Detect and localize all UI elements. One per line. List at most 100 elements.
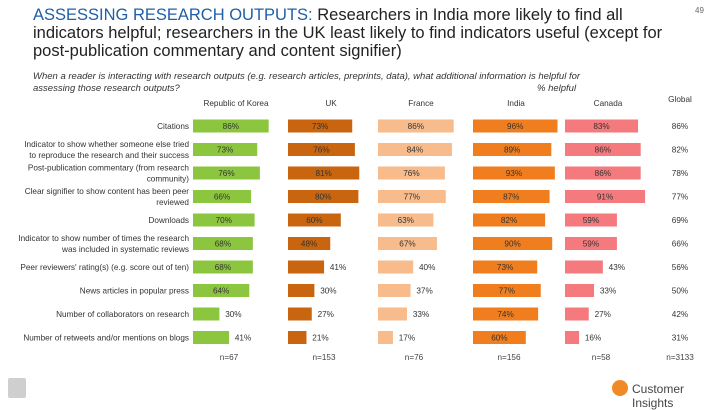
bar-uk-3 [288, 166, 360, 180]
bar-uk-8 [288, 284, 315, 297]
series-header-global: Global [668, 95, 692, 104]
data-label-india-10: 60% [491, 334, 507, 343]
bar-india-10 [473, 331, 526, 344]
data-label-canada-9: 27% [595, 310, 611, 319]
data-label-republic-of-korea-10: 41% [235, 334, 251, 343]
data-label-india-5: 82% [501, 216, 517, 225]
page-title: ASSESSING RESEARCH OUTPUTS: Researchers … [33, 6, 673, 60]
bar-india-3 [473, 166, 555, 180]
data-label-india-1: 96% [507, 122, 523, 131]
bar-republic-of-korea-1 [193, 119, 269, 133]
data-label-uk-6: 48% [301, 240, 317, 249]
global-value-3: 78% [672, 169, 688, 178]
sense-about-science-logo-icon [8, 378, 26, 398]
category-label-5: Downloads [148, 216, 189, 225]
data-label-canada-7: 43% [609, 263, 625, 272]
bar-canada-6 [565, 237, 617, 250]
data-label-canada-1: 83% [593, 122, 609, 131]
data-label-canada-4: 91% [597, 193, 613, 202]
bar-uk-6 [288, 237, 331, 250]
bar-uk-9 [288, 307, 312, 321]
sample-size-india: n=156 [498, 353, 521, 362]
data-label-india-7: 73% [497, 263, 513, 272]
bar-canada-7 [565, 260, 603, 274]
data-label-uk-1: 73% [312, 122, 328, 131]
data-label-france-8: 37% [416, 287, 432, 296]
data-label-france-1: 86% [408, 122, 424, 131]
data-label-india-4: 87% [503, 193, 519, 202]
global-value-6: 66% [672, 240, 688, 249]
data-label-india-2: 89% [504, 146, 520, 155]
data-label-republic-of-korea-6: 68% [215, 240, 231, 249]
category-label-10: Number of retweets and/or mentions on bl… [23, 334, 189, 343]
data-label-canada-5: 59% [583, 216, 599, 225]
global-value-5: 69% [672, 216, 688, 225]
bar-republic-of-korea-5 [193, 213, 255, 227]
bar-india-1 [473, 119, 558, 133]
bar-france-9 [378, 307, 408, 321]
category-label-3: Post-publication commentary (from resear… [28, 164, 190, 184]
data-label-canada-10: 16% [585, 334, 601, 343]
data-label-canada-3: 86% [595, 169, 611, 178]
bar-republic-of-korea-9 [193, 307, 220, 321]
data-label-india-3: 93% [506, 169, 522, 178]
bar-france-3 [378, 166, 445, 180]
category-label-8: News articles in popular press [80, 287, 189, 296]
data-label-republic-of-korea-2: 73% [217, 146, 233, 155]
category-label-9: Number of collaborators on research [56, 310, 189, 319]
series-header-uk: UK [325, 99, 337, 108]
data-label-uk-4: 80% [315, 193, 331, 202]
data-label-republic-of-korea-9: 30% [225, 310, 241, 319]
data-label-india-9: 74% [497, 310, 513, 319]
category-label-2: Indicator to show whether someone else t… [24, 140, 189, 160]
data-label-republic-of-korea-4: 66% [214, 193, 230, 202]
bar-france-1 [378, 119, 454, 133]
bar-canada-9 [565, 307, 589, 321]
data-label-republic-of-korea-7: 68% [215, 263, 231, 272]
series-header-republic-of-korea: Republic of Korea [203, 99, 269, 108]
sample-size-republic-of-korea: n=67 [220, 353, 239, 362]
bar-uk-4 [288, 190, 359, 203]
bar-france-5 [378, 213, 434, 227]
series-header-france: France [408, 99, 434, 108]
sample-size-uk: n=153 [313, 353, 336, 362]
bar-india-5 [473, 213, 546, 227]
global-value-10: 31% [672, 334, 688, 343]
data-label-uk-7: 41% [330, 263, 346, 272]
category-label-7: Peer reviewers' rating(s) (e.g. score ou… [20, 263, 189, 272]
bar-uk-1 [288, 119, 353, 133]
data-label-uk-3: 81% [315, 169, 331, 178]
global-value-2: 82% [672, 146, 688, 155]
data-label-india-8: 77% [499, 287, 515, 296]
data-label-france-9: 33% [413, 310, 429, 319]
category-label-1: Citations [157, 122, 189, 131]
data-label-france-2: 84% [407, 146, 423, 155]
bar-france-2 [378, 143, 452, 156]
bar-canada-8 [565, 284, 595, 297]
page-number: 49 [695, 6, 704, 15]
data-label-uk-10: 21% [312, 334, 328, 343]
data-label-uk-9: 27% [318, 310, 334, 319]
bar-republic-of-korea-3 [193, 166, 260, 180]
series-header-india: India [507, 99, 525, 108]
helpful-label: % helpful [537, 83, 577, 94]
bar-canada-4 [565, 190, 646, 203]
data-label-india-6: 90% [504, 240, 520, 249]
bar-canada-5 [565, 213, 617, 227]
data-label-france-7: 40% [419, 263, 435, 272]
bar-canada-1 [565, 119, 639, 133]
global-value-8: 50% [672, 287, 688, 296]
category-label-6: Indicator to show number of times the re… [18, 234, 189, 254]
global-value-9: 42% [672, 310, 688, 319]
data-label-france-5: 63% [398, 216, 414, 225]
bar-uk-10 [288, 331, 307, 344]
global-value-7: 56% [672, 263, 688, 272]
bar-republic-of-korea-6 [193, 237, 253, 250]
series-header-canada: Canada [594, 99, 623, 108]
bar-india-4 [473, 190, 550, 203]
bar-republic-of-korea-7 [193, 260, 253, 274]
bar-canada-2 [565, 143, 641, 156]
sample-size-global: n=3133 [666, 353, 694, 362]
bar-uk-7 [288, 260, 325, 274]
